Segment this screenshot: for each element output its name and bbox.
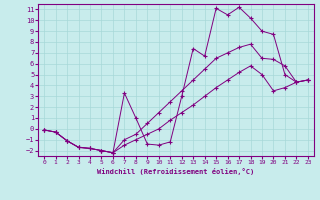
X-axis label: Windchill (Refroidissement éolien,°C): Windchill (Refroidissement éolien,°C) [97, 168, 255, 175]
